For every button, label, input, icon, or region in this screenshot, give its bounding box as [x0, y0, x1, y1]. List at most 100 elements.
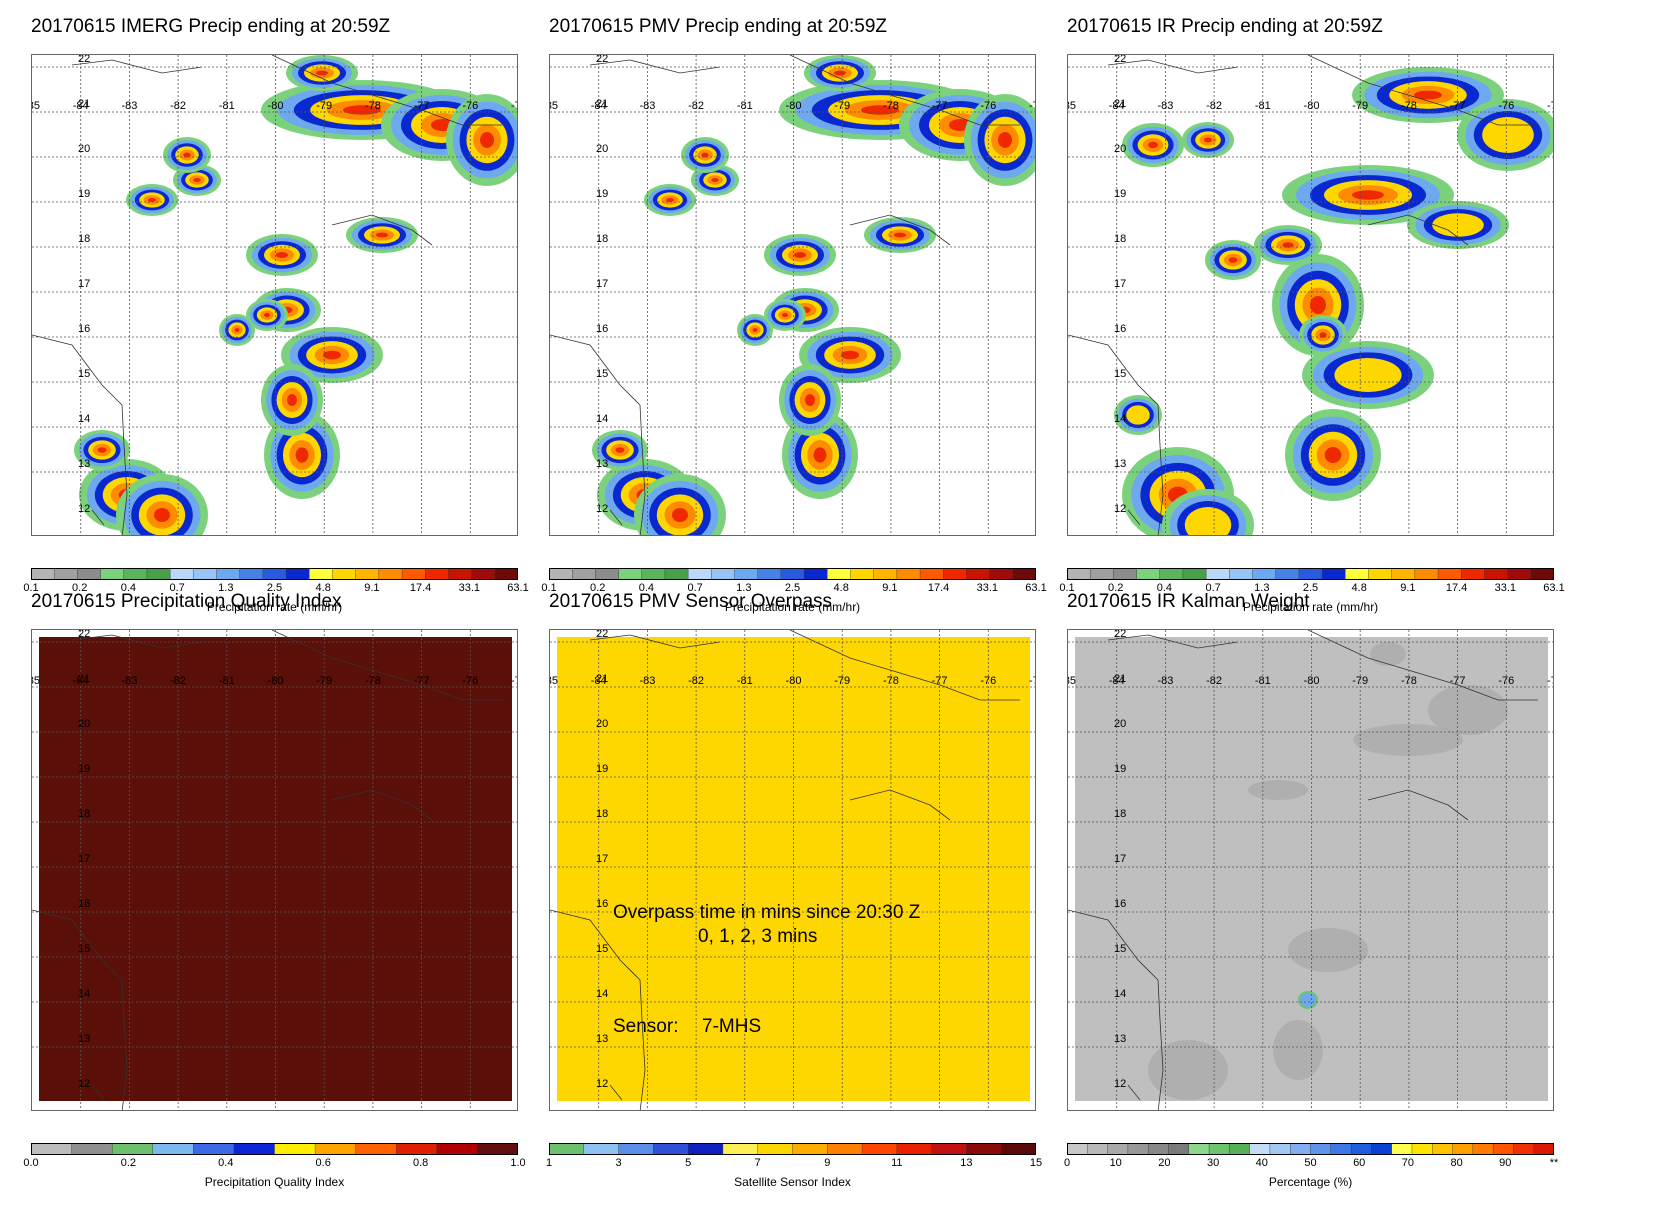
lat-tick-label: 13	[1114, 458, 1127, 470]
colorbar-tick-label: 0.7	[687, 582, 703, 594]
precip-cell	[861, 105, 899, 115]
lon-tick-label: -76	[1498, 675, 1515, 687]
colorbar-tick-label: 1	[545, 1157, 553, 1169]
lat-tick-label: 22	[596, 629, 609, 640]
lat-tick-label: 15	[78, 943, 91, 955]
colorbar-tick-label: 70	[1401, 1157, 1415, 1169]
lon-tick-label: -82	[688, 100, 705, 112]
colorbar-tick-label: 0.2	[1108, 582, 1124, 594]
lon-tick-label: -85	[550, 675, 558, 687]
lon-tick-label: -84	[590, 100, 607, 112]
precip-cell	[1148, 141, 1158, 149]
overpass-text: 0, 1, 2, 3 mins	[698, 926, 818, 947]
colorbar-swatch	[1507, 568, 1532, 580]
colorbar-label: Precipitation rate (mm/hr)	[724, 600, 861, 614]
weight-patch	[1148, 1040, 1228, 1100]
colorbar-swatch	[471, 568, 496, 580]
colorbar-swatch	[1298, 568, 1323, 580]
colorbar-swatch	[641, 568, 666, 580]
colorbar-swatch	[873, 568, 898, 580]
lat-tick-label: 22	[78, 54, 91, 65]
colorbar-tick-label: 0.1	[23, 582, 39, 594]
lon-tick-label: -76	[980, 100, 997, 112]
colorbar-swatch	[722, 1143, 759, 1155]
precip-cell	[805, 394, 815, 406]
colorbar-swatch	[896, 568, 921, 580]
precip-cell	[1334, 358, 1402, 392]
colorbar-swatch	[549, 1143, 585, 1155]
colorbar-swatch	[1492, 1143, 1515, 1155]
lat-tick-label: 15	[1114, 368, 1127, 380]
map-canvas	[1068, 55, 1553, 535]
lat-tick-label: 19	[1114, 188, 1127, 200]
colorbar-tick-label: 63.1	[1025, 582, 1047, 594]
weight-patch	[1428, 685, 1508, 735]
coastline	[1068, 630, 1538, 1110]
colorbar-swatch	[1330, 1143, 1352, 1155]
precip-cell	[1310, 296, 1326, 314]
lat-tick-label: 21	[1114, 98, 1127, 110]
lat-tick-label: 17	[78, 278, 91, 290]
colorbar-swatch	[77, 568, 102, 580]
grid-lines	[550, 630, 1035, 1110]
lon-tick-label: -83	[1157, 100, 1174, 112]
map-canvas	[32, 55, 517, 535]
lon-tick-label: -81	[736, 100, 753, 112]
colorbar-tick-label: 0.2	[590, 582, 606, 594]
lon-tick-label: -81	[218, 100, 235, 112]
colorbar-swatch	[792, 1143, 828, 1155]
lon-tick-label: -85	[32, 100, 40, 112]
colorbar-tick-label: 7	[754, 1157, 761, 1169]
lon-tick-label: -81	[1254, 100, 1271, 112]
colorbar-tick-label: 33.1	[976, 582, 999, 594]
colorbar-tick-label: 17.4	[409, 582, 432, 594]
colorbar-swatch	[1147, 1143, 1170, 1155]
precip-cell	[1282, 242, 1294, 248]
lat-tick-label: 14	[78, 988, 91, 1000]
colorbar-swatch	[1136, 568, 1161, 580]
colorbar-tick-label: 15	[1029, 1157, 1043, 1169]
colorbar-swatch	[595, 568, 620, 580]
colorbar-swatch	[711, 568, 736, 580]
colorbar-swatch	[355, 1143, 397, 1155]
lon-tick-label: -75	[511, 675, 517, 687]
map-frame: -85 -84 -83 -82 -81 -80 -79 -78 -77 -76 -75 22 21 20 1…	[1067, 54, 1554, 536]
precip-cell	[276, 252, 288, 258]
lat-tick-label: 16	[596, 898, 609, 910]
grid-lines	[1068, 630, 1553, 1110]
colorbar-swatch	[169, 568, 195, 580]
colorbar-swatch	[757, 1143, 794, 1155]
precip-cell	[1414, 90, 1442, 100]
lat-tick-label: 22	[1114, 629, 1127, 640]
lat-tick-label: 22	[596, 54, 609, 65]
colorbar-tick-label: 0.2	[72, 582, 88, 594]
lon-tick-label: -82	[170, 675, 187, 687]
colorbar-swatch	[827, 1143, 863, 1155]
lat-tick-label: 21	[78, 98, 91, 110]
map-panel: 20170615 Precipitation Quality Index-85-…	[23, 591, 541, 1189]
colorbar-swatch	[448, 568, 473, 580]
colorbar-swatch	[274, 1143, 316, 1155]
colorbar-swatch	[1371, 1143, 1393, 1155]
lat-tick-label: 20	[596, 143, 609, 155]
colorbar-swatch	[1067, 568, 1091, 580]
colorbar-tick-label: 0.1	[541, 582, 557, 594]
colorbar-swatch	[378, 568, 403, 580]
colorbar-swatch	[31, 568, 55, 580]
lat-tick-label: 21	[596, 98, 609, 110]
colorbar-tick-label: 0.0	[23, 1157, 39, 1169]
precip-cell	[1482, 117, 1534, 153]
colorbar	[549, 1143, 1036, 1155]
lat-tick-label: 18	[78, 233, 91, 245]
panel-title: 20170615 IR Precip ending at 20:59Z	[1067, 16, 1383, 37]
colorbar-swatch	[1290, 1143, 1312, 1155]
lat-tick-label: 17	[78, 853, 91, 865]
lon-tick-label: -81	[218, 675, 235, 687]
precip-cell	[813, 447, 827, 463]
lat-tick-label: 13	[1114, 1033, 1127, 1045]
colorbar-tick-label: 33.1	[1494, 582, 1517, 594]
colorbar-tick-label: 3	[615, 1157, 622, 1169]
colorbar-tick-label: 0.6	[315, 1157, 331, 1169]
colorbar-swatch	[1205, 568, 1231, 580]
lon-tick-label: -78	[1400, 100, 1417, 112]
